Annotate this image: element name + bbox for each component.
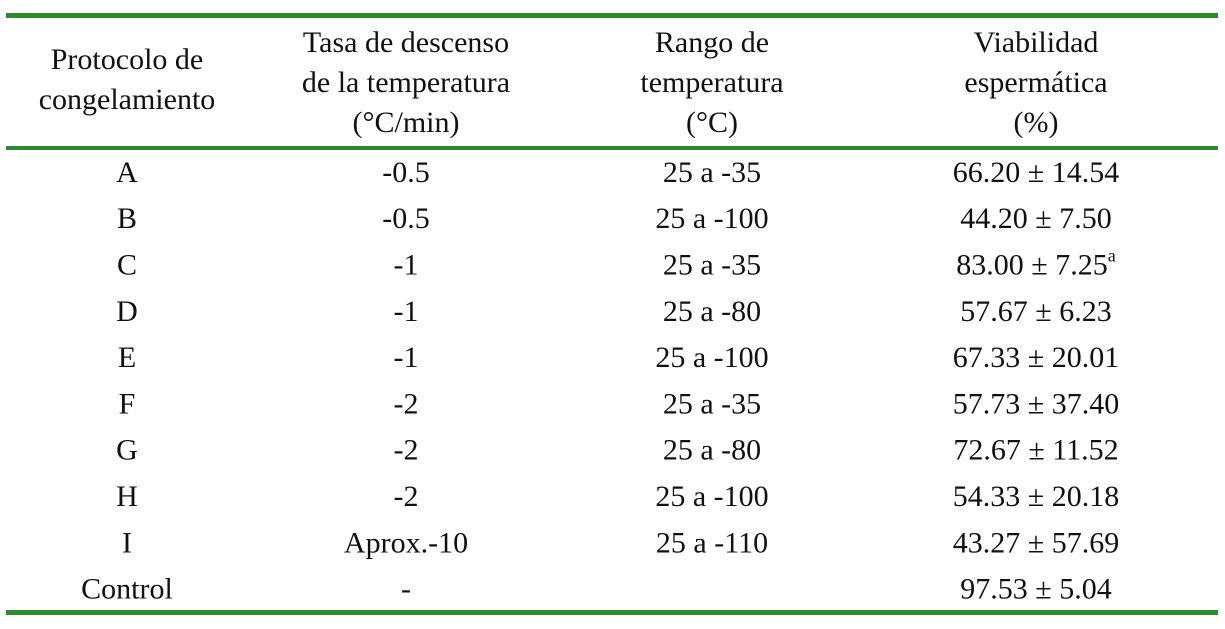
header-cell: Tasa de descenso	[303, 26, 509, 59]
cell: -1	[394, 248, 419, 281]
cell-text: 83.00 ± 7.25	[956, 248, 1107, 281]
cell: B	[117, 202, 137, 235]
cell: 25 a -110	[656, 526, 768, 559]
cell: 54.33 ± 20.18	[953, 480, 1119, 513]
cell: C	[117, 248, 137, 281]
cell: 72.67 ± 11.52	[953, 434, 1118, 467]
header-cell: (%)	[1014, 106, 1059, 139]
cell: 67.33 ± 20.01	[953, 341, 1119, 374]
cell: -	[401, 573, 411, 606]
cell: -2	[394, 480, 419, 513]
header-cell: Viabilidad	[974, 26, 1099, 59]
cell: -0.5	[382, 202, 430, 235]
header-cell: temperatura	[640, 66, 783, 99]
header-cell: de la temperatura	[302, 66, 510, 99]
top-rule	[6, 13, 1218, 18]
cell: 44.20 ± 7.50	[960, 202, 1111, 235]
cell: 57.73 ± 37.40	[953, 387, 1119, 420]
cell: -0.5	[382, 156, 430, 189]
cell: H	[116, 480, 138, 513]
cell: -1	[394, 295, 419, 328]
cell: 25 a -100	[655, 480, 768, 513]
cell: 43.27 ± 57.69	[953, 526, 1119, 559]
cell: I	[122, 526, 132, 559]
cell: D	[116, 295, 138, 328]
cell: -1	[394, 341, 419, 374]
cell: 83.00 ± 7.25a	[956, 246, 1115, 282]
cell: 57.67 ± 6.23	[960, 295, 1111, 328]
header-cell: (°C/min)	[353, 106, 460, 139]
header-cell: Protocolo de	[51, 43, 203, 76]
header-rule	[6, 146, 1218, 150]
cell: Control	[81, 573, 173, 606]
header-cell: (°C)	[686, 106, 738, 139]
superscript: a	[1108, 246, 1116, 266]
cell: Aprox.-10	[344, 526, 468, 559]
cell: 25 a -80	[663, 295, 761, 328]
cell: A	[116, 156, 138, 189]
cell: -2	[394, 387, 419, 420]
cell: 25 a -80	[663, 434, 761, 467]
cell: E	[118, 341, 136, 374]
cell: 25 a -100	[655, 341, 768, 374]
cell: 25 a -35	[663, 387, 761, 420]
cell: 97.53 ± 5.04	[960, 573, 1111, 606]
cell: -2	[394, 434, 419, 467]
cell: G	[116, 434, 138, 467]
header-cell: espermática	[964, 66, 1107, 99]
cell: F	[119, 387, 136, 420]
cell: 25 a -35	[663, 248, 761, 281]
header-cell: congelamiento	[39, 83, 216, 116]
cell: 25 a -100	[655, 202, 768, 235]
cell: 25 a -35	[663, 156, 761, 189]
cell: 66.20 ± 14.54	[953, 156, 1119, 189]
header-cell: Rango de	[655, 26, 769, 59]
bottom-rule	[6, 610, 1218, 615]
